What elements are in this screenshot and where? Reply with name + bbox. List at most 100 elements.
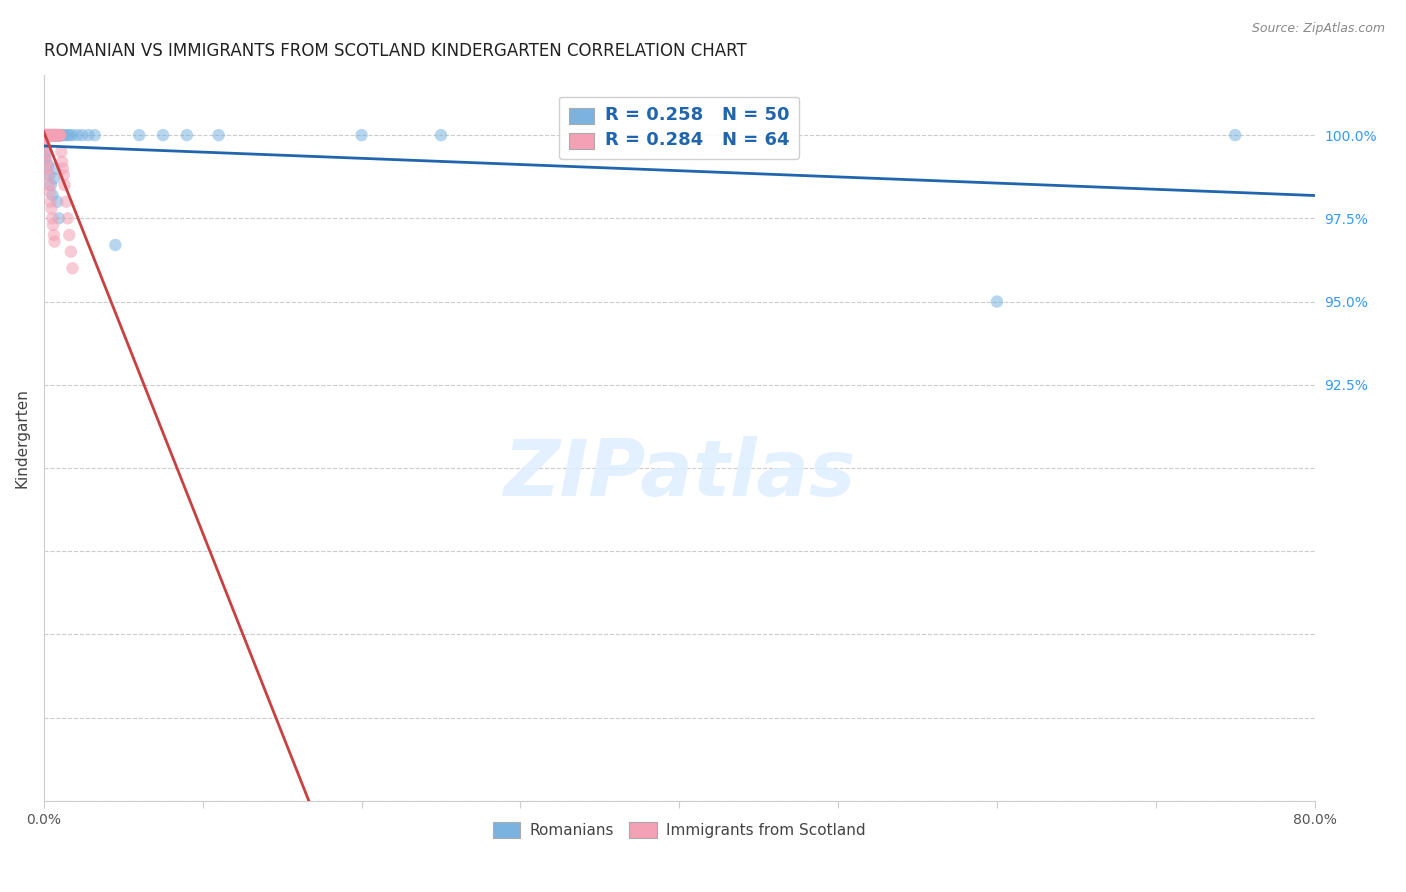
Point [58, 227, 80, 242]
Point [56, 128, 79, 142]
Point [83, 128, 105, 142]
Point [41, 128, 63, 142]
Point [46, 128, 69, 142]
Point [104, 238, 127, 252]
Point [45, 128, 67, 142]
Point [42, 227, 65, 242]
Point [45, 128, 67, 142]
Point [34, 141, 56, 155]
Point [38, 168, 60, 182]
Point [42, 171, 65, 186]
Point [60, 128, 83, 142]
Point [53, 128, 76, 142]
Point [37, 128, 59, 142]
Point [34, 128, 56, 142]
Legend: Romanians, Immigrants from Scotland: Romanians, Immigrants from Scotland [486, 816, 872, 844]
Point [49, 128, 72, 142]
Point [37, 128, 59, 142]
Point [77, 128, 100, 142]
Point [35, 148, 58, 162]
Point [39, 128, 62, 142]
Point [430, 128, 453, 142]
Point [34, 152, 56, 166]
Point [42, 128, 65, 142]
Point [41, 202, 63, 216]
Point [35, 128, 58, 142]
Point [37, 168, 59, 182]
Point [70, 128, 93, 142]
Point [37, 161, 59, 176]
Point [152, 128, 174, 142]
Point [38, 128, 60, 142]
Point [44, 128, 66, 142]
Point [39, 178, 62, 192]
Point [46, 194, 69, 209]
Point [48, 128, 70, 142]
Point [49, 128, 72, 142]
Point [45, 128, 67, 142]
Point [44, 128, 66, 142]
Point [48, 211, 70, 226]
Point [39, 194, 62, 209]
Point [44, 128, 66, 142]
Point [44, 128, 66, 142]
Point [38, 178, 60, 192]
Point [38, 128, 60, 142]
Text: ZIPatlas: ZIPatlas [503, 436, 855, 512]
Point [66, 128, 89, 142]
Point [55, 194, 77, 209]
Point [668, 128, 690, 142]
Point [53, 178, 76, 192]
Point [37, 158, 59, 172]
Point [986, 294, 1008, 309]
Point [56, 211, 79, 226]
Point [35, 154, 58, 169]
Point [39, 128, 62, 142]
Point [49, 128, 72, 142]
Point [39, 128, 62, 142]
Point [39, 128, 62, 142]
Point [46, 128, 69, 142]
Point [350, 128, 373, 142]
Point [59, 128, 82, 142]
Point [48, 128, 70, 142]
Point [42, 128, 65, 142]
Point [44, 128, 66, 142]
Point [39, 128, 62, 142]
Point [34, 128, 56, 142]
Point [37, 128, 59, 142]
Point [48, 128, 70, 142]
Point [45, 128, 67, 142]
Point [35, 128, 58, 142]
Point [35, 145, 58, 159]
Point [35, 128, 58, 142]
Point [38, 128, 60, 142]
Point [42, 128, 65, 142]
Point [41, 128, 63, 142]
Point [207, 128, 229, 142]
Point [41, 128, 63, 142]
Point [42, 218, 65, 232]
Point [38, 185, 60, 199]
Point [35, 128, 58, 142]
Point [45, 128, 67, 142]
Point [42, 128, 65, 142]
Point [44, 235, 66, 249]
Point [45, 128, 67, 142]
Point [1225, 128, 1247, 142]
Point [37, 128, 59, 142]
Point [41, 128, 63, 142]
Point [59, 244, 82, 259]
Point [35, 128, 58, 142]
Point [51, 145, 73, 159]
Point [42, 128, 65, 142]
Point [128, 128, 150, 142]
Point [62, 261, 84, 276]
Point [39, 128, 62, 142]
Point [41, 188, 63, 202]
Point [48, 128, 70, 142]
Y-axis label: Kindergarten: Kindergarten [15, 388, 30, 488]
Text: Source: ZipAtlas.com: Source: ZipAtlas.com [1251, 22, 1385, 36]
Point [49, 128, 72, 142]
Text: ROMANIAN VS IMMIGRANTS FROM SCOTLAND KINDERGARTEN CORRELATION CHART: ROMANIAN VS IMMIGRANTS FROM SCOTLAND KIN… [44, 42, 747, 60]
